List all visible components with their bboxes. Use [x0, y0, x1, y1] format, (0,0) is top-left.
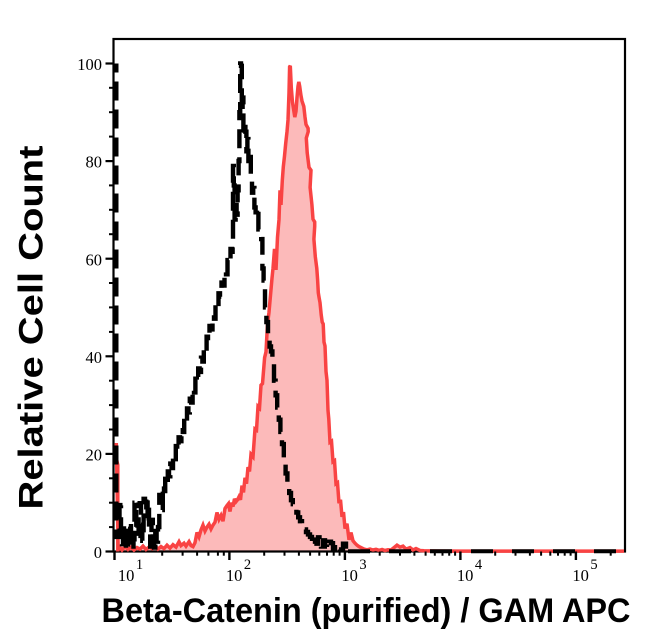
svg-text:Relative Cell Count: Relative Cell Count — [13, 145, 51, 510]
svg-text:0: 0 — [94, 543, 102, 562]
svg-text:80: 80 — [86, 153, 103, 172]
svg-text:100: 100 — [77, 55, 102, 74]
svg-text:40: 40 — [86, 348, 103, 367]
svg-text:Beta-Catenin (purified) / GAM: Beta-Catenin (purified) / GAM APC — [102, 592, 631, 630]
svg-text:60: 60 — [86, 250, 103, 269]
svg-text:20: 20 — [86, 446, 103, 465]
